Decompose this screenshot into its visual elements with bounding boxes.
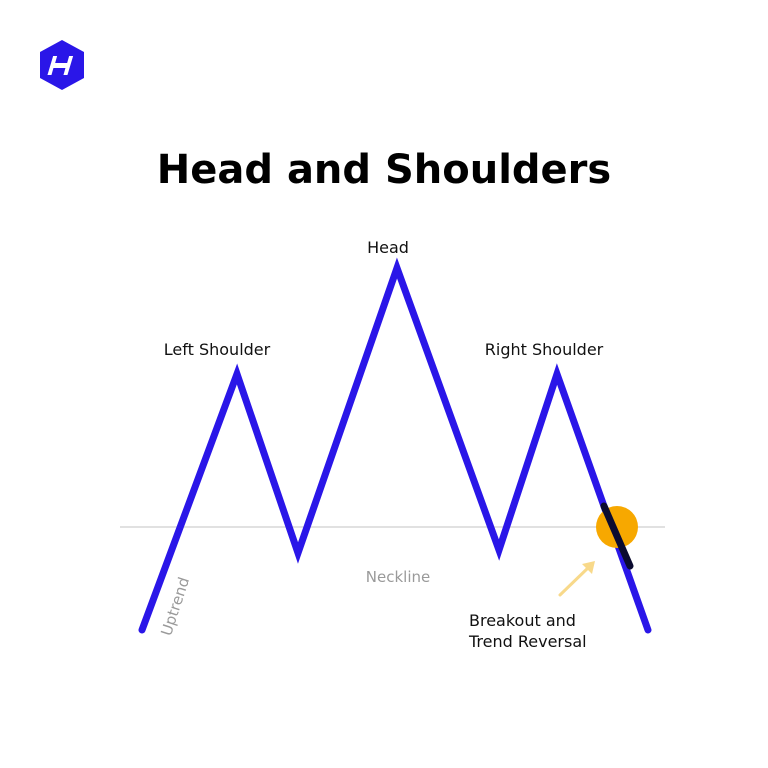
arrow-up-right-icon [558, 561, 595, 597]
price-path-line [138, 257, 652, 634]
uptrend-label: Uptrend [157, 575, 193, 638]
right-shoulder-label: Right Shoulder [485, 340, 604, 359]
left-shoulder-label: Left Shoulder [164, 340, 271, 359]
page-title: Head and Shoulders [157, 147, 611, 193]
hexagon-h-logo-icon [40, 40, 84, 90]
neckline-label: Neckline [366, 568, 430, 586]
breakout-label-line1: Breakout and [469, 611, 576, 630]
head-label: Head [367, 238, 409, 257]
breakout-label-line2: Trend Reversal [468, 632, 587, 651]
breakout-overlap-segment [600, 502, 634, 570]
